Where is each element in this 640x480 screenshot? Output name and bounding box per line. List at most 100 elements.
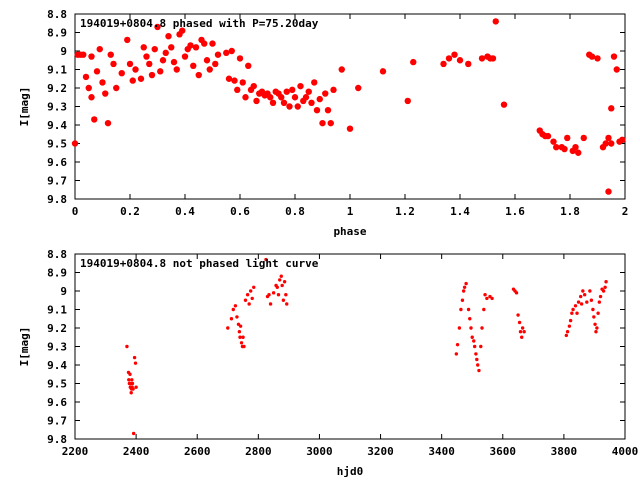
data-point bbox=[212, 60, 219, 68]
x-tick-label: 1.6 bbox=[505, 205, 525, 218]
data-point bbox=[319, 119, 326, 127]
data-point bbox=[476, 363, 480, 367]
y-axis-label: I[mag] bbox=[18, 87, 31, 127]
data-point bbox=[170, 58, 178, 66]
data-point bbox=[82, 73, 90, 81]
data-point bbox=[553, 144, 560, 151]
y-tick-label: 9.7 bbox=[47, 175, 67, 188]
data-point bbox=[561, 145, 568, 153]
data-point bbox=[143, 53, 150, 60]
data-point bbox=[253, 97, 260, 105]
data-point bbox=[464, 281, 468, 286]
data-point bbox=[125, 344, 129, 349]
data-points bbox=[71, 18, 626, 195]
data-point bbox=[201, 40, 208, 47]
data-point bbox=[462, 285, 467, 289]
y-tick-label: 9.2 bbox=[47, 322, 67, 335]
x-tick-label: 1.2 bbox=[395, 205, 415, 218]
data-point bbox=[228, 47, 235, 55]
data-point bbox=[250, 82, 257, 90]
data-point bbox=[593, 322, 597, 326]
data-point bbox=[603, 285, 607, 289]
data-point bbox=[605, 134, 612, 142]
data-point bbox=[478, 55, 486, 62]
data-point bbox=[568, 318, 573, 323]
data-point bbox=[379, 68, 387, 75]
data-point bbox=[209, 40, 216, 47]
data-point bbox=[278, 94, 285, 101]
data-point bbox=[243, 298, 248, 302]
data-point bbox=[245, 293, 250, 297]
data-point bbox=[146, 60, 153, 68]
y-tick-label: 9.8 bbox=[47, 193, 67, 206]
x-tick-label: 2 bbox=[622, 205, 629, 218]
data-point bbox=[572, 144, 579, 151]
data-point bbox=[475, 357, 479, 362]
y-tick-label: 9 bbox=[60, 285, 67, 298]
data-point bbox=[472, 339, 476, 343]
data-point bbox=[214, 51, 222, 58]
data-point bbox=[602, 140, 609, 147]
y-tick-label: 9.5 bbox=[47, 138, 67, 151]
data-point bbox=[520, 335, 524, 339]
data-point bbox=[313, 107, 321, 114]
data-point bbox=[132, 355, 137, 360]
data-point bbox=[297, 82, 304, 90]
data-point bbox=[479, 344, 483, 349]
x-tick-label: 0.4 bbox=[175, 205, 195, 218]
data-point bbox=[99, 79, 106, 86]
data-point bbox=[472, 344, 477, 349]
data-point bbox=[604, 280, 608, 284]
data-point bbox=[250, 296, 254, 301]
data-point bbox=[316, 95, 323, 103]
y-tick-labels: 8.8 8.9 9 9.1 9.2 9.3 9.4 9.5 9.6 9.7 9.8 bbox=[47, 248, 67, 446]
data-point bbox=[346, 125, 354, 132]
data-point bbox=[236, 55, 244, 62]
data-point bbox=[286, 103, 293, 110]
data-point bbox=[126, 60, 134, 68]
data-point bbox=[130, 378, 134, 382]
data-point bbox=[129, 391, 133, 395]
data-point bbox=[137, 75, 145, 82]
data-point bbox=[465, 60, 472, 68]
data-point bbox=[113, 84, 120, 92]
data-point bbox=[132, 66, 139, 73]
data-point bbox=[466, 307, 471, 312]
data-point bbox=[454, 352, 459, 356]
data-point bbox=[190, 62, 197, 69]
data-point bbox=[302, 94, 310, 101]
data-point bbox=[564, 134, 571, 142]
y-tick-label: 9.6 bbox=[47, 396, 67, 409]
data-point bbox=[598, 294, 603, 299]
plot-frame bbox=[74, 13, 626, 200]
data-point bbox=[567, 324, 572, 328]
x-tick-label: 2400 bbox=[123, 445, 150, 458]
data-point bbox=[245, 62, 252, 69]
y-tick-label: 9.8 bbox=[47, 433, 67, 446]
data-point bbox=[128, 372, 132, 376]
data-point bbox=[518, 330, 523, 334]
data-point bbox=[455, 342, 460, 347]
data-point bbox=[470, 335, 474, 339]
y-tick-label: 9.3 bbox=[47, 341, 67, 354]
data-point bbox=[252, 285, 256, 289]
data-point bbox=[187, 42, 194, 49]
data-point bbox=[268, 302, 273, 306]
data-point bbox=[226, 326, 230, 330]
data-point bbox=[280, 99, 288, 107]
data-point bbox=[267, 94, 274, 101]
data-point bbox=[278, 278, 282, 282]
data-point bbox=[291, 94, 299, 101]
data-point bbox=[284, 293, 288, 297]
chart-title: 194019+0804.8 not phased light curve bbox=[80, 257, 319, 270]
plot-frame bbox=[74, 253, 626, 440]
data-point bbox=[276, 293, 281, 297]
data-points bbox=[125, 257, 608, 436]
data-point bbox=[148, 71, 156, 79]
y-tick-label: 9.3 bbox=[47, 101, 67, 114]
data-point bbox=[338, 66, 345, 73]
unphased-panel: 2200 2400 2600 2800 3000 3200 3400 3600 3800 4000… bbox=[18, 248, 638, 478]
data-point bbox=[234, 86, 241, 94]
data-point bbox=[608, 105, 615, 112]
